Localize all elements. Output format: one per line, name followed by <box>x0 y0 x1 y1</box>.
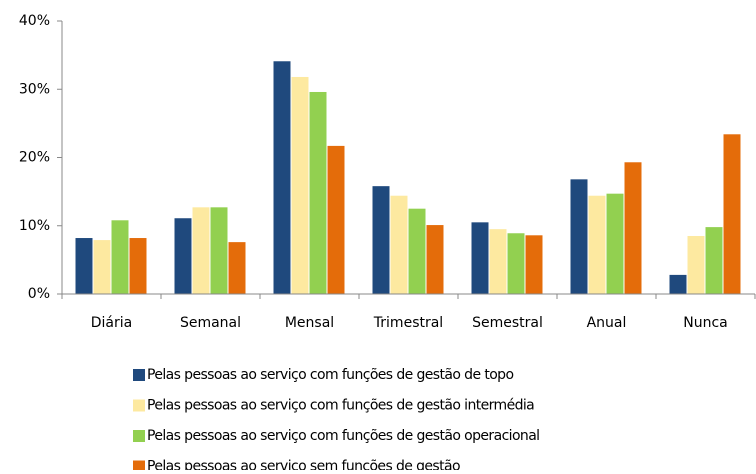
legend-swatch <box>133 430 145 442</box>
bar <box>192 207 210 294</box>
bar <box>372 186 390 294</box>
bar <box>705 227 723 294</box>
bar <box>174 218 192 294</box>
bar <box>228 242 246 294</box>
x-tick-label: Semestral <box>472 315 543 331</box>
legend-label: Pelas pessoas ao serviço com funções de … <box>147 428 539 444</box>
x-tick-label: Mensal <box>285 315 334 331</box>
bar <box>390 195 408 294</box>
bar <box>723 134 741 294</box>
y-tick-label: 10% <box>19 218 50 234</box>
legend-label: Pelas pessoas ao serviço com funções de … <box>147 398 534 414</box>
y-tick-label: 30% <box>19 81 50 97</box>
x-tick-label: Diária <box>91 315 132 331</box>
legend-swatch <box>133 369 145 381</box>
bar <box>606 193 624 294</box>
y-tick-label: 40% <box>19 13 50 29</box>
bar <box>426 225 444 294</box>
legend-label: Pelas pessoas ao serviço com funções de … <box>147 367 513 383</box>
bar <box>507 233 525 294</box>
bar <box>588 195 606 294</box>
bar <box>129 238 147 294</box>
bar <box>669 274 687 294</box>
bar <box>273 61 291 294</box>
x-tick-label: Semanal <box>180 315 241 331</box>
bar <box>309 91 327 294</box>
bar <box>75 238 93 294</box>
bar <box>93 240 111 294</box>
legend-swatch <box>133 399 145 412</box>
bar <box>291 76 309 294</box>
bar <box>624 162 642 294</box>
bar <box>687 235 705 294</box>
bar <box>210 207 228 294</box>
bar <box>570 179 588 294</box>
bar <box>471 222 489 294</box>
x-tick-label: Trimestral <box>373 315 443 331</box>
bar <box>327 145 345 294</box>
bar <box>408 208 426 294</box>
bar <box>489 229 507 294</box>
legend-swatch <box>133 460 145 473</box>
y-tick-label: 20% <box>19 150 50 166</box>
bar <box>525 235 543 294</box>
x-tick-label: Nunca <box>683 315 728 331</box>
bar <box>111 220 129 294</box>
x-tick-label: Anual <box>587 315 627 331</box>
legend-label: Pelas pessoas ao serviço sem funções de … <box>147 459 460 471</box>
y-tick-label: 0% <box>28 286 50 302</box>
